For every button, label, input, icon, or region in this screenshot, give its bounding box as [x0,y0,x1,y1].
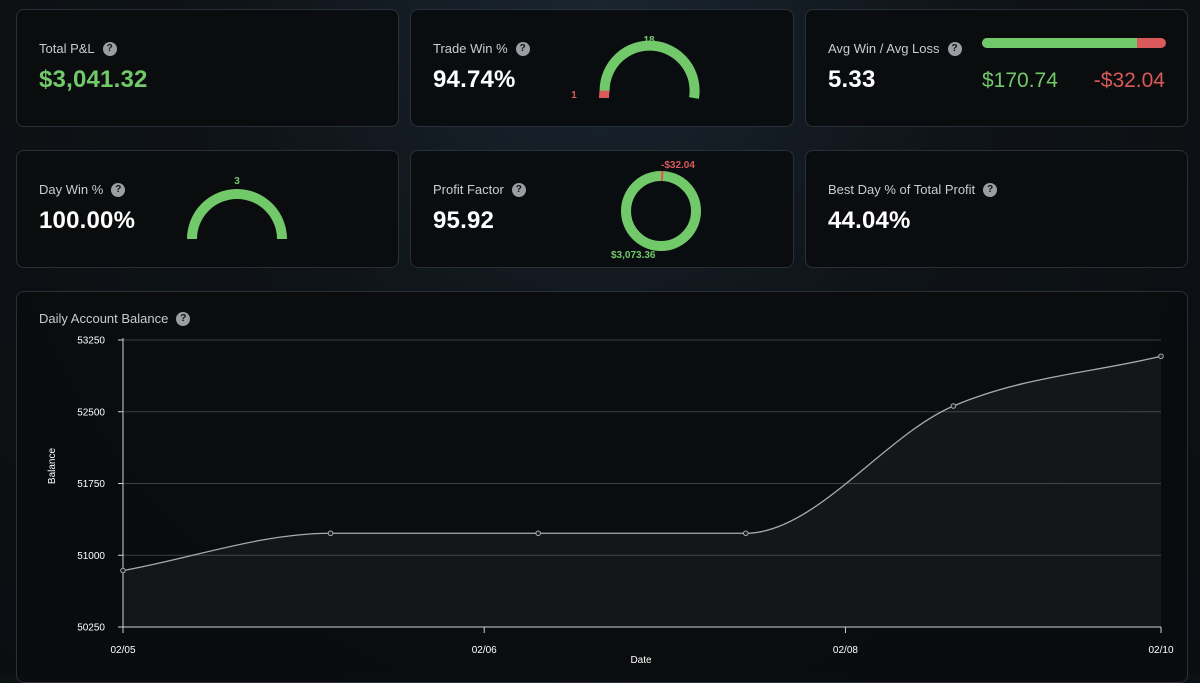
avg-win-loss-bar [982,38,1166,48]
avg-win-value: $170.74 [982,69,1058,92]
best-day-card: Best Day % of Total Profit ? 44.04% [805,150,1188,268]
best-day-label: Best Day % of Total Profit ? [828,182,998,197]
help-icon[interactable]: ? [102,41,117,56]
day-win-gauge: 3 [187,176,287,240]
avg-win-loss-card: Avg Win / Avg Loss ? 5.33 $170.74 -$32.0… [805,9,1188,127]
help-icon[interactable]: ? [983,182,998,197]
gauge-win-count: 18 [643,35,655,46]
trade-win-card: Trade Win % ? 94.74% 18 1 [410,9,794,127]
profit-factor-label: Profit Factor ? [433,182,526,197]
help-icon[interactable]: ? [511,182,526,197]
help-icon[interactable]: ? [111,182,126,197]
avg-win-loss-label: Avg Win / Avg Loss ? [828,41,962,56]
best-day-value: 44.04% [828,207,911,234]
gauge-win-arc [599,40,700,99]
trade-win-value: 94.74% [433,66,516,93]
donut-profit-ring [621,171,701,251]
profit-factor-value: 95.92 [433,207,495,234]
profit-factor-card: Profit Factor ? 95.92 -$32.04 $3,073.36 [410,150,794,268]
trade-win-gauge: 18 1 [571,35,700,101]
total-pnl-label: Total P&L ? [39,41,117,56]
gauge-win-count: 3 [234,176,240,187]
help-icon[interactable]: ? [947,41,962,56]
day-win-label: Day Win % ? [39,182,126,197]
daily-balance-label: Daily Account Balance ? [39,311,191,326]
avg-win-share-fill [982,38,1137,48]
total-pnl-card: Total P&L ? $3,041.32 [16,9,399,127]
day-win-card: Day Win % ? 100.00% 3 [16,150,399,268]
avg-loss-value: -$32.04 [1093,69,1165,92]
help-icon[interactable]: ? [515,41,530,56]
avg-win-loss-value: 5.33 [828,66,876,93]
gauge-loss-arc [598,89,610,99]
trade-win-label: Trade Win % ? [433,41,530,56]
donut-profit-label: $3,073.36 [611,250,656,261]
profit-factor-donut: -$32.04 $3,073.36 [611,160,701,261]
day-win-value: 100.00% [39,207,136,234]
total-pnl-value: $3,041.32 [39,66,148,93]
daily-balance-card: Daily Account Balance ? [16,291,1188,683]
gauge-win-arc [187,189,287,240]
help-icon[interactable]: ? [176,311,191,326]
gauge-loss-count: 1 [571,90,577,101]
donut-loss-label: -$32.04 [661,160,695,171]
donut-loss-ring [621,171,701,251]
